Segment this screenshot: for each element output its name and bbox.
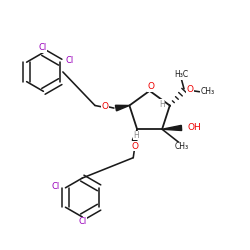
Text: Cl: Cl	[66, 56, 74, 65]
Text: CH₃: CH₃	[174, 142, 188, 151]
Text: Cl: Cl	[52, 182, 60, 191]
Text: OH: OH	[188, 124, 201, 132]
Text: O: O	[148, 82, 154, 91]
Text: H: H	[133, 131, 139, 140]
Text: H₃C: H₃C	[174, 70, 188, 79]
Text: CH₃: CH₃	[200, 87, 214, 96]
Text: O: O	[101, 102, 108, 110]
Polygon shape	[162, 125, 182, 130]
Text: Cl: Cl	[79, 217, 87, 226]
Text: O: O	[131, 142, 138, 150]
Polygon shape	[132, 129, 137, 141]
Text: Cl: Cl	[38, 43, 46, 52]
Text: H: H	[159, 100, 165, 109]
Polygon shape	[116, 105, 130, 111]
Text: O: O	[186, 85, 193, 94]
